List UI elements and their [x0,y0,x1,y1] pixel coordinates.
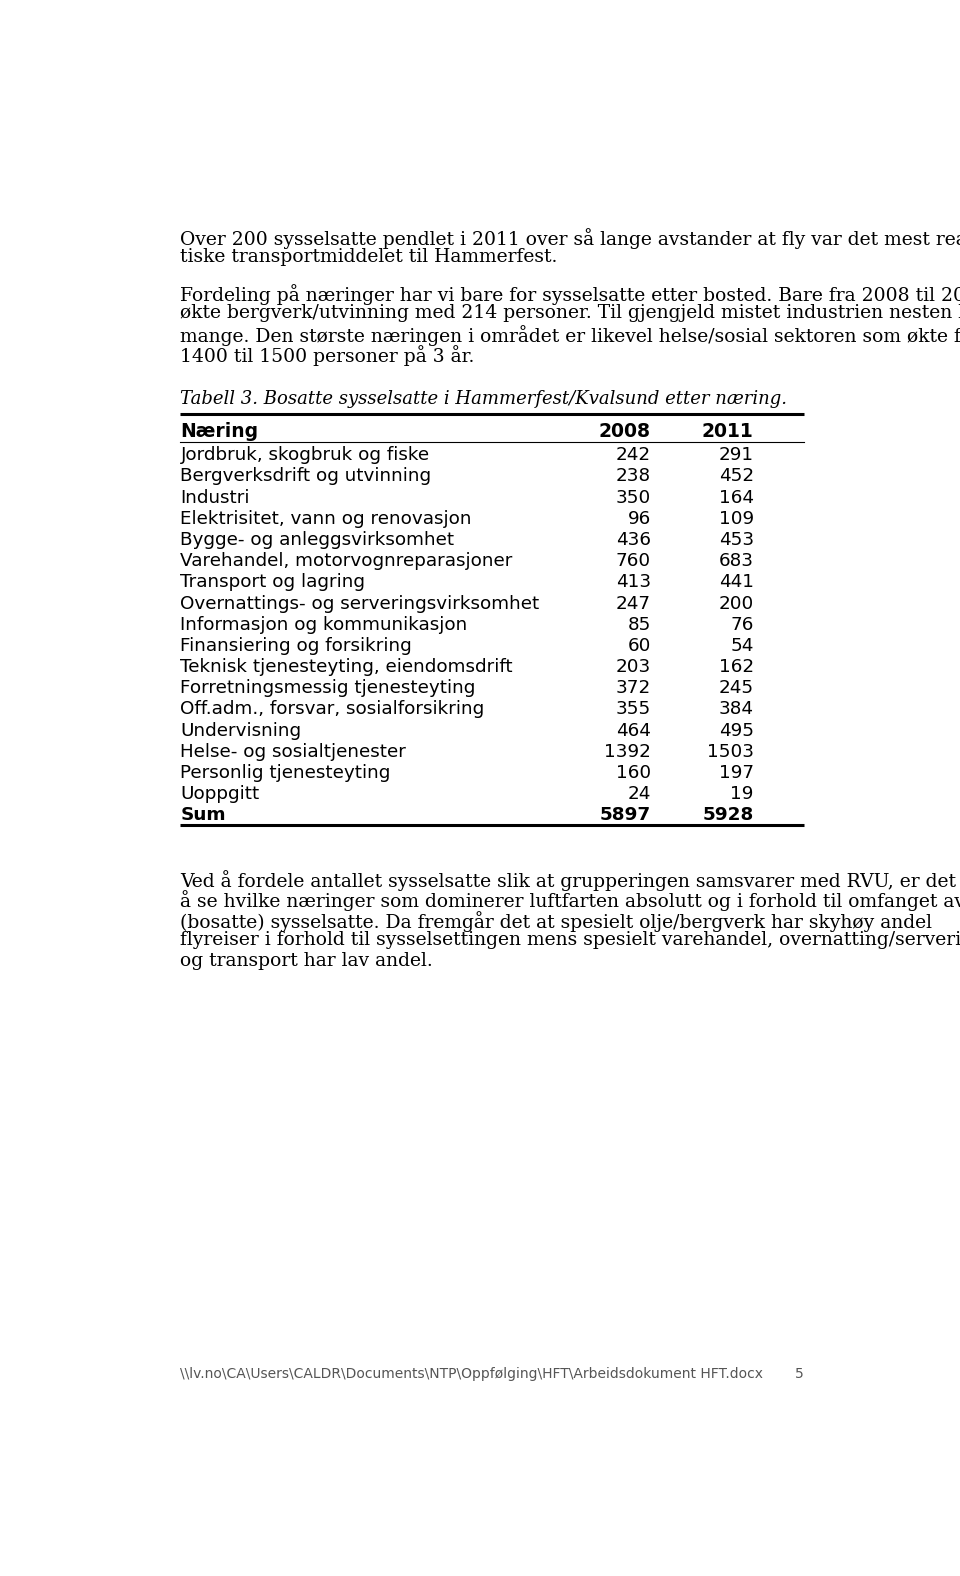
Text: 5: 5 [795,1366,804,1381]
Text: Finansiering og forsikring: Finansiering og forsikring [180,637,412,656]
Text: 197: 197 [719,764,754,782]
Text: 2008: 2008 [599,422,651,441]
Text: \\lv.no\CA\Users\CALDR\Documents\NTP\Oppfølging\HFT\Arbeidsdokument HFT.docx: \\lv.no\CA\Users\CALDR\Documents\NTP\Opp… [180,1366,763,1381]
Text: Uoppgitt: Uoppgitt [180,785,260,804]
Text: 19: 19 [731,785,754,804]
Text: Bergverksdrift og utvinning: Bergverksdrift og utvinning [180,468,432,485]
Text: flyreiser i forhold til sysselsettingen mens spesielt varehandel, overnatting/se: flyreiser i forhold til sysselsettingen … [180,931,960,949]
Text: Transport og lagring: Transport og lagring [180,574,366,591]
Text: 436: 436 [616,531,651,548]
Text: 2011: 2011 [702,422,754,441]
Text: 413: 413 [615,574,651,591]
Text: 452: 452 [719,468,754,485]
Text: Bygge- og anleggsvirksomhet: Bygge- og anleggsvirksomhet [180,531,455,548]
Text: 1400 til 1500 personer på 3 år.: 1400 til 1500 personer på 3 år. [180,345,475,367]
Text: 96: 96 [628,509,651,528]
Text: 76: 76 [731,616,754,634]
Text: 200: 200 [718,594,754,613]
Text: Næring: Næring [180,422,258,441]
Text: 5928: 5928 [703,807,754,824]
Text: 291: 291 [719,446,754,465]
Text: 245: 245 [719,679,754,697]
Text: 441: 441 [719,574,754,591]
Text: 242: 242 [615,446,651,465]
Text: 1392: 1392 [604,742,651,761]
Text: 60: 60 [628,637,651,656]
Text: Sum: Sum [180,807,226,824]
Text: Jordbruk, skogbruk og fiske: Jordbruk, skogbruk og fiske [180,446,429,465]
Text: Elektrisitet, vann og renovasjon: Elektrisitet, vann og renovasjon [180,509,472,528]
Text: 238: 238 [615,468,651,485]
Text: 85: 85 [628,616,651,634]
Text: Ved å fordele antallet sysselsatte slik at grupperingen samsvarer med RVU, er de: Ved å fordele antallet sysselsatte slik … [180,870,960,890]
Text: 162: 162 [719,659,754,676]
Text: Teknisk tjenesteyting, eiendomsdrift: Teknisk tjenesteyting, eiendomsdrift [180,659,513,676]
Text: 54: 54 [731,637,754,656]
Text: 109: 109 [719,509,754,528]
Text: å se hvilke næringer som dominerer luftfarten absolutt og i forhold til omfanget: å se hvilke næringer som dominerer luftf… [180,890,960,911]
Text: 247: 247 [615,594,651,613]
Text: Fordeling på næringer har vi bare for sysselsatte etter bosted. Bare fra 2008 ti: Fordeling på næringer har vi bare for sy… [180,284,960,304]
Text: mange. Den største næringen i området er likevel helse/sosial sektoren som økte : mange. Den største næringen i området er… [180,325,960,347]
Text: Undervisning: Undervisning [180,722,301,739]
Text: 160: 160 [615,764,651,782]
Text: og transport har lav andel.: og transport har lav andel. [180,952,433,969]
Text: 164: 164 [719,489,754,506]
Text: 495: 495 [719,722,754,739]
Text: 203: 203 [615,659,651,676]
Text: 1503: 1503 [707,742,754,761]
Text: Forretningsmessig tjenesteyting: Forretningsmessig tjenesteyting [180,679,476,697]
Text: Overnattings- og serveringsvirksomhet: Overnattings- og serveringsvirksomhet [180,594,540,613]
Text: 384: 384 [719,700,754,719]
Text: 24: 24 [628,785,651,804]
Text: Tabell 3. Bosatte sysselsatte i Hammerfest/Kvalsund etter næring.: Tabell 3. Bosatte sysselsatte i Hammerfe… [180,389,787,408]
Text: 760: 760 [615,552,651,571]
Text: 5897: 5897 [600,807,651,824]
Text: Varehandel, motorvognreparasjoner: Varehandel, motorvognreparasjoner [180,552,513,571]
Text: 350: 350 [615,489,651,506]
Text: Informasjon og kommunikasjon: Informasjon og kommunikasjon [180,616,468,634]
Text: Personlig tjenesteyting: Personlig tjenesteyting [180,764,391,782]
Text: Helse- og sosialtjenester: Helse- og sosialtjenester [180,742,406,761]
Text: 683: 683 [719,552,754,571]
Text: Over 200 sysselsatte pendlet i 2011 over så lange avstander at fly var det mest : Over 200 sysselsatte pendlet i 2011 over… [180,227,960,249]
Text: (bosatte) sysselsatte. Da fremgår det at spesielt olje/bergverk har skyhøy andel: (bosatte) sysselsatte. Da fremgår det at… [180,911,932,931]
Text: 355: 355 [615,700,651,719]
Text: 453: 453 [719,531,754,548]
Text: tiske transportmiddelet til Hammerfest.: tiske transportmiddelet til Hammerfest. [180,247,558,266]
Text: 464: 464 [616,722,651,739]
Text: økte bergverk/utvinning med 214 personer. Til gjengjeld mistet industrien nesten: økte bergverk/utvinning med 214 personer… [180,304,960,323]
Text: Off.adm., forsvar, sosialforsikring: Off.adm., forsvar, sosialforsikring [180,700,485,719]
Text: Industri: Industri [180,489,250,506]
Text: 372: 372 [615,679,651,697]
